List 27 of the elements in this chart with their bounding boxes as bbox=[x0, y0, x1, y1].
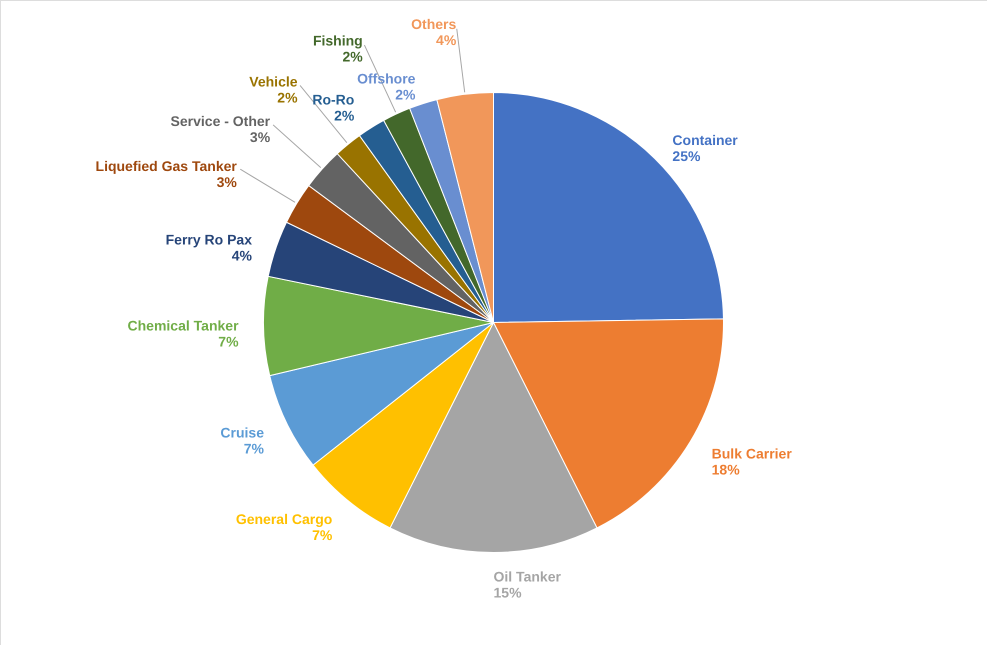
data-label: 7% bbox=[244, 440, 265, 457]
data-label: 4% bbox=[436, 32, 457, 48]
data-label: 15% bbox=[494, 584, 522, 600]
slice-label: Bulk Carrier bbox=[712, 446, 792, 462]
slice-label: Fishing bbox=[312, 32, 363, 48]
data-label: 4% bbox=[232, 248, 253, 264]
slice-label: Container bbox=[672, 132, 738, 148]
data-label: 25% bbox=[672, 148, 701, 164]
slice-label: General Cargo bbox=[236, 511, 332, 528]
data-label: 7% bbox=[312, 527, 333, 544]
data-label: 3% bbox=[216, 174, 238, 190]
slice-label: Oil Tanker bbox=[494, 568, 562, 584]
slice-label: Ro-Ro bbox=[312, 92, 354, 108]
data-label: 2% bbox=[334, 108, 355, 124]
slice-label: Others bbox=[411, 16, 456, 32]
slice-label: Chemical Tanker bbox=[128, 317, 240, 334]
data-label: 2% bbox=[277, 89, 298, 106]
slice-label: Cruise bbox=[220, 424, 264, 441]
data-label: 18% bbox=[712, 462, 740, 478]
data-label: 2% bbox=[342, 48, 364, 64]
slice-label: Ferry Ro Pax bbox=[166, 232, 252, 248]
data-label: 2% bbox=[395, 86, 416, 103]
data-label: 7% bbox=[218, 333, 240, 350]
slice-label: Liquefied Gas Tanker bbox=[96, 158, 238, 174]
slice-label: Service - Other bbox=[170, 113, 271, 130]
data-label: 3% bbox=[250, 129, 271, 146]
slice-label: Vehicle bbox=[249, 73, 298, 90]
